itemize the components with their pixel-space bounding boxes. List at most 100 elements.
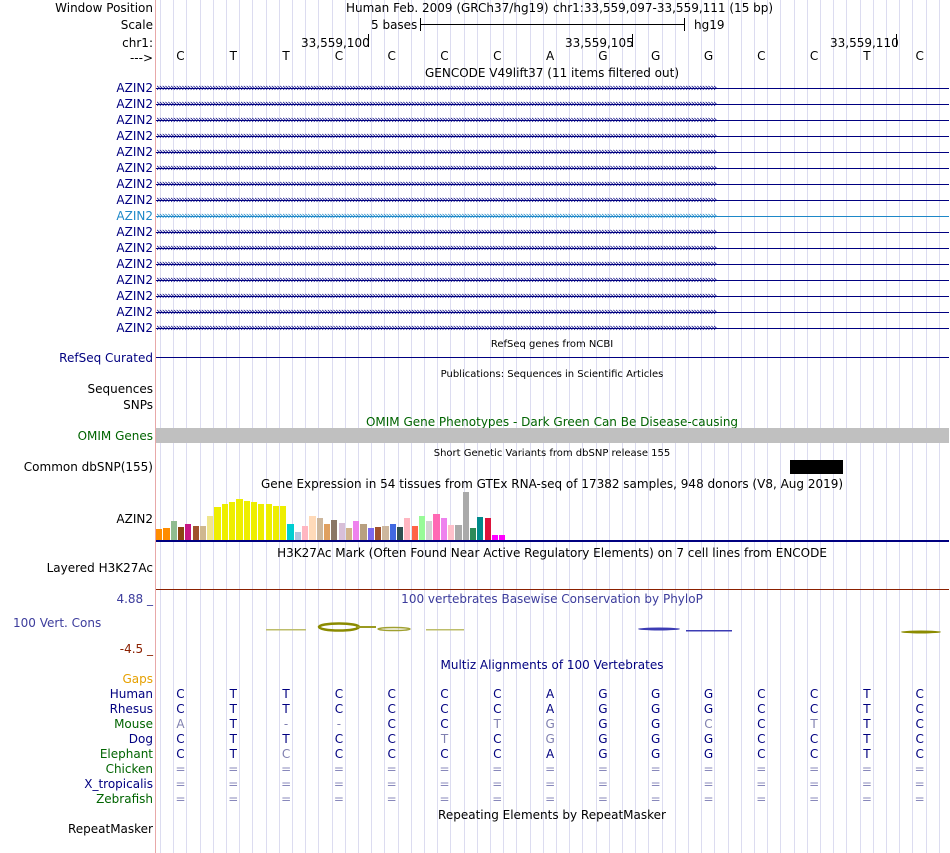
gtex-tissue-bar[interactable] bbox=[411, 525, 418, 540]
gencode-transcript-label[interactable]: AZIN2 bbox=[116, 273, 153, 287]
gtex-tissue-bar[interactable] bbox=[418, 516, 426, 540]
h3k27ac-track-label[interactable]: Layered H3K27Ac bbox=[46, 561, 153, 575]
gencode-transcript-feature[interactable]: ››››››››››››››››››››››››››››››››››››››››… bbox=[156, 225, 949, 239]
gtex-tissue-bar[interactable] bbox=[382, 525, 389, 540]
conservation-wiggle[interactable] bbox=[156, 618, 950, 638]
gtex-tissue-bar[interactable] bbox=[440, 517, 447, 540]
cons-track-label[interactable]: 100 Vert. Cons bbox=[13, 616, 102, 630]
gtex-gene-line[interactable] bbox=[156, 540, 949, 542]
dbsnp-track-title[interactable]: Short Genetic Variants from dbSNP releas… bbox=[433, 448, 671, 459]
gtex-tissue-bar[interactable] bbox=[433, 514, 440, 540]
omim-track-title[interactable]: OMIM Gene Phenotypes - Dark Green Can Be… bbox=[365, 415, 739, 429]
gencode-transcript-feature[interactable]: ››››››››››››››››››››››››››››››››››››››››… bbox=[156, 113, 949, 127]
gencode-transcript-feature[interactable]: ››››››››››››››››››››››››››››››››››››››››… bbox=[156, 273, 949, 287]
gtex-tissue-bar[interactable] bbox=[272, 506, 280, 540]
multiz-species-label[interactable]: Rhesus bbox=[109, 702, 153, 716]
gtex-tissue-bar[interactable] bbox=[221, 504, 228, 540]
gencode-transcript-label[interactable]: AZIN2 bbox=[116, 129, 153, 143]
gtex-tissue-bar[interactable] bbox=[177, 526, 185, 540]
gtex-tissue-bar[interactable] bbox=[316, 517, 323, 540]
gtex-expression-chart[interactable] bbox=[156, 492, 556, 540]
omim-track-label[interactable]: OMIM Genes bbox=[77, 429, 153, 443]
multiz-species-label[interactable]: Zebrafish bbox=[96, 792, 153, 806]
gencode-transcript-label[interactable]: AZIN2 bbox=[116, 161, 153, 175]
gencode-transcript-label[interactable]: AZIN2 bbox=[116, 113, 153, 127]
publications-label-sequences[interactable]: Sequences bbox=[87, 382, 153, 396]
gtex-tissue-bar[interactable] bbox=[353, 520, 360, 540]
gencode-track-title[interactable]: GENCODE V49lift37 (11 items filtered out… bbox=[424, 66, 680, 80]
gencode-transcript-label[interactable]: AZIN2 bbox=[116, 145, 153, 159]
gencode-transcript-feature[interactable]: ››››››››››››››››››››››››››››››››››››››››… bbox=[156, 305, 949, 319]
gtex-tissue-bar[interactable] bbox=[185, 523, 192, 540]
gtex-tissue-bar[interactable] bbox=[236, 498, 243, 540]
gtex-tissue-bar[interactable] bbox=[280, 506, 287, 540]
repeatmasker-track-title[interactable]: Repeating Elements by RepeatMasker bbox=[438, 808, 666, 822]
gtex-tissue-bar[interactable] bbox=[199, 525, 207, 540]
gtex-tissue-bar[interactable] bbox=[214, 507, 221, 540]
gtex-tissue-bar[interactable] bbox=[455, 524, 462, 540]
gencode-transcript-feature[interactable]: ››››››››››››››››››››››››››››››››››››››››… bbox=[156, 209, 949, 223]
gtex-tissue-bar[interactable] bbox=[243, 500, 250, 540]
gtex-tissue-bar[interactable] bbox=[396, 526, 404, 540]
gencode-transcript-label[interactable]: AZIN2 bbox=[116, 241, 153, 255]
refseq-track-title[interactable]: RefSeq genes from NCBI bbox=[490, 339, 614, 350]
gencode-transcript-feature[interactable]: ››››››››››››››››››››››››››››››››››››››››… bbox=[156, 257, 949, 271]
gtex-tissue-bar[interactable] bbox=[170, 520, 177, 540]
dbsnp-track-label[interactable]: Common dbSNP(155) bbox=[23, 460, 153, 474]
gtex-tissue-bar[interactable] bbox=[294, 532, 301, 540]
gencode-transcript-feature[interactable]: ››››››››››››››››››››››››››››››››››››››››… bbox=[156, 161, 949, 175]
gencode-transcript-feature[interactable]: ››››››››››››››››››››››››››››››››››››››››… bbox=[156, 321, 949, 335]
gtex-tissue-bar[interactable] bbox=[338, 522, 345, 540]
gtex-tissue-bar[interactable] bbox=[287, 523, 294, 540]
gtex-tissue-bar[interactable] bbox=[331, 519, 338, 540]
multiz-track-title[interactable]: Multiz Alignments of 100 Vertebrates bbox=[440, 658, 664, 672]
gtex-tissue-bar[interactable] bbox=[389, 523, 396, 540]
multiz-species-label[interactable]: Chicken bbox=[105, 762, 153, 776]
gtex-tissue-bar[interactable] bbox=[323, 523, 331, 540]
gencode-transcript-feature[interactable]: ››››››››››››››››››››››››››››››››››››››››… bbox=[156, 193, 949, 207]
gencode-transcript-label[interactable]: AZIN2 bbox=[116, 97, 153, 111]
gencode-transcript-feature[interactable]: ››››››››››››››››››››››››››››››››››››››››… bbox=[156, 177, 949, 191]
gtex-tissue-bar[interactable] bbox=[309, 516, 316, 540]
refseq-track-label[interactable]: RefSeq Curated bbox=[59, 351, 153, 365]
gtex-tissue-bar[interactable] bbox=[469, 527, 477, 540]
gtex-tissue-bar[interactable] bbox=[499, 535, 506, 540]
gtex-track-title[interactable]: Gene Expression in 54 tissues from GTEx … bbox=[260, 477, 844, 491]
gtex-tissue-bar[interactable] bbox=[302, 525, 309, 540]
gencode-transcript-feature[interactable]: ››››››››››››››››››››››››››››››››››››››››… bbox=[156, 129, 949, 143]
refseq-gene-line[interactable] bbox=[156, 357, 949, 358]
gtex-tissue-bar[interactable] bbox=[448, 524, 455, 540]
snp-feature[interactable] bbox=[790, 460, 843, 474]
gtex-tissue-bar[interactable] bbox=[345, 527, 353, 540]
gencode-transcript-feature[interactable]: ››››››››››››››››››››››››››››››››››››››››… bbox=[156, 81, 949, 95]
gtex-tissue-bar[interactable] bbox=[426, 520, 433, 540]
omim-gene-bar[interactable] bbox=[156, 428, 949, 443]
cons-track-title[interactable]: 100 vertebrates Basewise Conservation by… bbox=[401, 592, 703, 606]
gtex-tissue-bar[interactable] bbox=[229, 501, 236, 540]
gtex-tissue-bar[interactable] bbox=[477, 516, 484, 540]
gencode-transcript-feature[interactable]: ››››››››››››››››››››››››››››››››››››››››… bbox=[156, 97, 949, 111]
gencode-transcript-label[interactable]: AZIN2 bbox=[116, 209, 153, 223]
gtex-tissue-bar[interactable] bbox=[462, 492, 469, 540]
multiz-species-label[interactable]: X_tropicalis bbox=[84, 777, 153, 791]
gtex-tissue-bar[interactable] bbox=[250, 501, 258, 540]
gtex-tissue-bar[interactable] bbox=[484, 517, 491, 540]
gencode-transcript-label[interactable]: AZIN2 bbox=[116, 81, 153, 95]
publications-label-snps[interactable]: SNPs bbox=[123, 398, 153, 412]
gencode-transcript-label[interactable]: AZIN2 bbox=[116, 193, 153, 207]
gtex-tissue-bar[interactable] bbox=[367, 527, 374, 540]
position-range[interactable]: chr1:33,559,097-33,559,111 (15 bp) bbox=[553, 1, 774, 15]
gtex-tissue-bar[interactable] bbox=[258, 504, 265, 540]
multiz-species-label[interactable]: Elephant bbox=[99, 747, 153, 761]
gtex-tissue-bar[interactable] bbox=[265, 504, 272, 540]
multiz-species-label[interactable]: Human bbox=[109, 687, 153, 701]
gtex-tissue-bar[interactable] bbox=[404, 517, 411, 540]
gtex-track-label[interactable]: AZIN2 bbox=[116, 512, 153, 526]
gtex-tissue-bar[interactable] bbox=[192, 525, 199, 540]
gencode-transcript-label[interactable]: AZIN2 bbox=[116, 225, 153, 239]
gencode-transcript-label[interactable]: AZIN2 bbox=[116, 257, 153, 271]
repeatmasker-track-label[interactable]: RepeatMasker bbox=[67, 822, 153, 836]
multiz-species-label[interactable]: Dog bbox=[128, 732, 153, 746]
gencode-transcript-feature[interactable]: ››››››››››››››››››››››››››››››››››››››››… bbox=[156, 241, 949, 255]
multiz-species-label[interactable]: Mouse bbox=[114, 717, 153, 731]
